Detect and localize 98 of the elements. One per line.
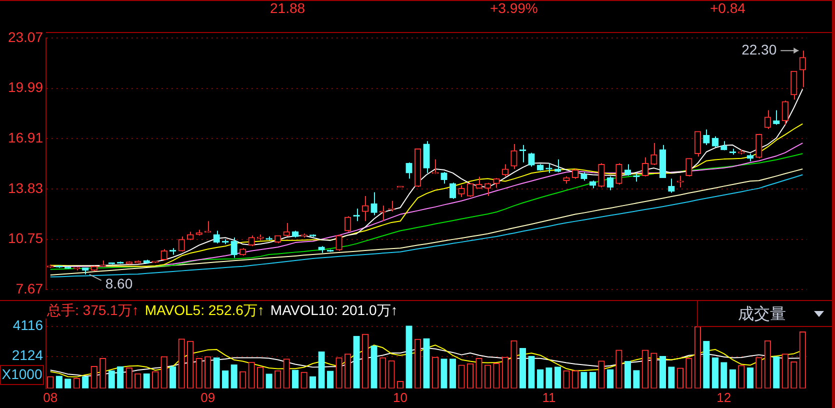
candlestick: [694, 130, 701, 157]
candlestick: [773, 110, 780, 126]
candlestick: [388, 200, 395, 212]
bar: [554, 366, 562, 388]
candlestick: [484, 182, 492, 196]
candlestick: [466, 183, 474, 198]
candlestick: [668, 178, 675, 194]
bar: [773, 356, 780, 388]
candlestick: [799, 50, 806, 88]
bar: [82, 376, 89, 388]
bar: [423, 338, 430, 388]
bar: [318, 352, 325, 388]
y-tick-label: 7.67: [16, 280, 44, 296]
bar: [546, 367, 552, 388]
candlestick: [336, 234, 342, 252]
text: +3.99%: [490, 0, 538, 18]
bar: [589, 372, 596, 388]
bar: [536, 369, 544, 388]
candlestick: [624, 164, 632, 176]
y-tick-label: 2124: [12, 347, 44, 364]
bar: [580, 372, 588, 388]
x-tick-label: 12: [716, 390, 732, 405]
candlestick: [370, 192, 378, 216]
candlestick: [528, 152, 535, 168]
x-tick-label: 09: [200, 390, 216, 405]
candlestick: [423, 140, 430, 174]
y-tick-label: 23.07: [8, 28, 44, 45]
y-tick-label: 19.99: [8, 79, 44, 96]
dropdown-field: 成交量: [697, 301, 832, 327]
candlestick: [178, 236, 185, 252]
y-tick-label: 4116: [12, 317, 44, 334]
bar: [222, 370, 229, 388]
text: MAVOL10: 201.0万↑: [270, 302, 398, 320]
candlestick: [642, 156, 649, 177]
bar: [633, 370, 640, 388]
candlestick: [230, 236, 238, 258]
bar: [108, 370, 115, 388]
y-axis-title: X1000: [0, 365, 44, 385]
y-tick-label: 16.91: [8, 130, 44, 146]
candlestick: [493, 178, 500, 188]
bar: [56, 376, 62, 388]
candlestick: [554, 158, 562, 173]
candlestick: [546, 162, 552, 174]
annotation: 成交量: [738, 304, 786, 325]
bar: [519, 348, 526, 388]
candlestick: [756, 133, 762, 159]
bar: [720, 362, 728, 388]
bar: [117, 366, 124, 388]
candlestick: [572, 168, 579, 180]
candlestick: [782, 100, 788, 126]
candlestick: [432, 158, 439, 174]
text: +0.84: [710, 0, 746, 18]
bar: [370, 346, 378, 388]
y-tick-label: 13.83: [8, 180, 44, 196]
x-tick-label: 10: [393, 390, 408, 405]
bar: [606, 369, 614, 388]
bar: [703, 340, 710, 388]
bar: [712, 357, 718, 388]
bar: [292, 370, 299, 388]
text: 总手: 375.1万↑: [47, 302, 139, 320]
candlestick: [616, 162, 622, 186]
bar: [326, 370, 334, 388]
candlestick: [449, 182, 456, 200]
bar: [309, 376, 316, 388]
bar: [353, 336, 360, 388]
bar: [659, 356, 666, 388]
bar: [746, 367, 754, 388]
text: 21.88: [270, 0, 306, 18]
bar: [440, 358, 448, 388]
candlestick: [502, 164, 509, 177]
x-tick-label: 11: [542, 390, 556, 405]
annotation: 8.60: [105, 275, 133, 292]
annotation: 22.30: [742, 41, 777, 58]
bar: [213, 357, 220, 388]
candlestick: [650, 142, 658, 166]
candlestick: [283, 222, 290, 238]
candlestick: [248, 235, 255, 247]
bar: [729, 369, 736, 388]
candlestick: [764, 110, 771, 130]
bar: [230, 364, 238, 388]
candlestick: [362, 195, 369, 222]
bar: [449, 358, 456, 388]
candlestick: [510, 144, 518, 170]
bar: [528, 356, 535, 388]
x-tick-label: 08: [43, 390, 58, 405]
bar: [668, 366, 675, 388]
bar: [624, 360, 632, 388]
candlestick: [790, 70, 798, 100]
candlestick: [344, 216, 352, 232]
bar: [266, 374, 272, 388]
candlestick: [598, 162, 605, 188]
bar: [143, 373, 150, 388]
text: MAVOL5: 252.6万↑: [144, 302, 264, 320]
bar: [170, 366, 176, 388]
candlestick: [686, 158, 692, 177]
y-tick-label: 10.75: [8, 230, 44, 246]
candlestick: [458, 184, 465, 198]
bar: [406, 326, 412, 388]
